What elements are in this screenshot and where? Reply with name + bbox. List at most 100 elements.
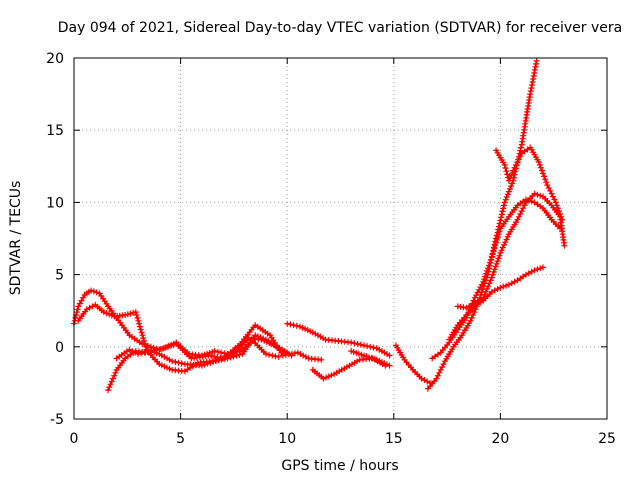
data-point <box>124 311 131 318</box>
data-point <box>328 372 335 379</box>
data-point <box>386 362 393 369</box>
series-track-5 <box>284 320 393 359</box>
y-tick-label: -5 <box>50 412 64 428</box>
x-tick-label: 15 <box>385 431 403 447</box>
data-point <box>88 287 95 294</box>
data-point <box>483 270 490 277</box>
data-point <box>487 259 493 266</box>
data-point <box>556 208 562 215</box>
data-point <box>534 266 541 273</box>
data-point <box>480 278 487 285</box>
data-point <box>230 349 237 356</box>
data-point <box>269 352 276 359</box>
data-point <box>485 283 492 290</box>
data-point <box>100 309 107 316</box>
data-point <box>136 323 143 330</box>
data-point <box>293 322 300 329</box>
series-track-4 <box>113 338 282 362</box>
y-tick-label: 15 <box>46 123 64 139</box>
data-point <box>540 264 546 271</box>
series-track-9 <box>424 57 540 392</box>
data-point <box>471 309 478 316</box>
data-point <box>112 369 119 376</box>
data-point <box>537 265 544 272</box>
data-point <box>260 335 267 342</box>
data-point <box>108 378 115 385</box>
data-point <box>106 311 113 318</box>
data-point <box>498 211 505 218</box>
data-point <box>139 332 146 339</box>
data-point <box>224 351 231 357</box>
data-point <box>553 202 560 209</box>
data-point <box>169 358 176 365</box>
series-line <box>448 266 545 341</box>
data-point <box>93 289 100 296</box>
data-point <box>486 262 492 269</box>
data-point <box>386 352 393 359</box>
data-point <box>318 356 325 363</box>
data-point <box>254 333 261 340</box>
data-point <box>494 258 501 265</box>
data-point <box>154 346 161 353</box>
data-point <box>507 185 513 192</box>
data-point <box>502 239 509 246</box>
data-point <box>504 171 511 178</box>
y-tick-label: 10 <box>46 195 64 211</box>
data-point <box>505 188 512 195</box>
data-point <box>541 173 548 180</box>
data-point <box>504 191 511 198</box>
data-point <box>539 167 545 174</box>
y-tick-label: 20 <box>46 51 64 67</box>
data-point <box>545 185 552 191</box>
data-point <box>481 276 488 283</box>
series-line <box>456 192 566 309</box>
data-point <box>485 265 492 272</box>
data-point <box>367 343 374 350</box>
data-point <box>487 277 494 284</box>
data-point <box>491 245 498 252</box>
data-point <box>287 321 294 328</box>
data-point <box>357 341 364 348</box>
data-point <box>495 231 502 238</box>
data-point <box>489 271 496 278</box>
data-point <box>348 339 355 346</box>
data-point <box>542 176 549 183</box>
series-track-13 <box>493 144 566 223</box>
y-tick-label: 0 <box>55 340 64 356</box>
x-tick-label: 5 <box>176 431 185 447</box>
x-tick-label: 20 <box>491 431 509 447</box>
data-point <box>515 156 522 163</box>
data-point <box>508 183 515 190</box>
data-point <box>561 242 568 249</box>
data-point <box>552 199 559 206</box>
data-point <box>107 381 114 388</box>
data-point <box>147 348 154 355</box>
data-point <box>266 351 273 358</box>
plot-frame <box>73 57 608 420</box>
data-point <box>559 216 566 223</box>
data-point <box>484 267 491 274</box>
data-point <box>323 374 330 381</box>
data-point <box>284 320 291 327</box>
data-point <box>320 375 327 382</box>
data-point <box>484 286 490 292</box>
data-point <box>528 198 535 205</box>
data-point <box>487 257 494 263</box>
data-point <box>502 165 509 171</box>
data-point <box>490 269 497 275</box>
data-point <box>111 372 118 379</box>
data-point <box>290 322 297 329</box>
data-point <box>558 213 565 220</box>
data-point <box>110 375 116 382</box>
data-point <box>531 70 538 76</box>
data-point <box>127 310 134 317</box>
data-point <box>536 161 543 168</box>
data-point <box>492 242 499 249</box>
data-point <box>537 192 544 199</box>
data-point <box>500 283 507 290</box>
series-track-12 <box>454 190 568 311</box>
x-tick-label: 25 <box>598 431 616 447</box>
data-point <box>480 294 487 301</box>
series-track-8 <box>392 342 433 386</box>
